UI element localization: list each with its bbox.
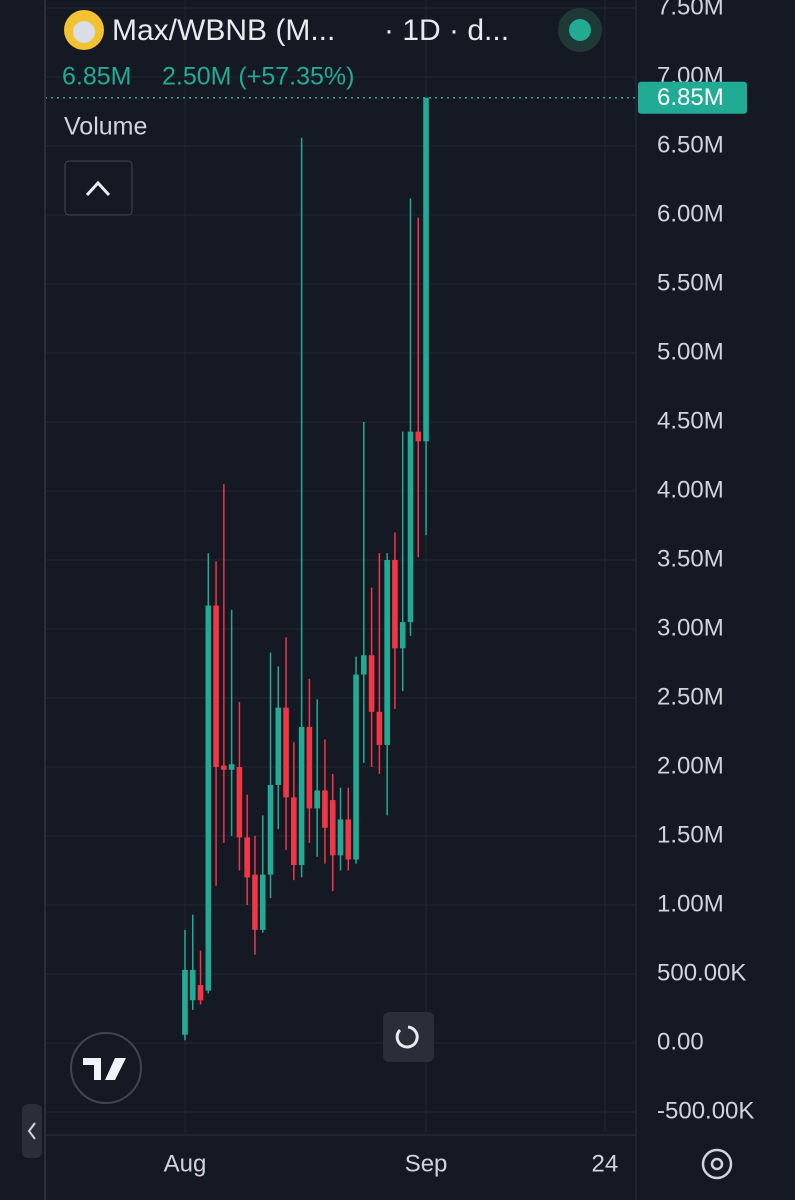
candle-body xyxy=(399,622,406,649)
candle-body xyxy=(213,605,219,768)
candle-body xyxy=(423,97,429,442)
candle-body xyxy=(322,790,328,828)
grid xyxy=(45,0,636,1133)
candle-body xyxy=(314,790,320,809)
y-tick-label: -500.00K xyxy=(657,1097,754,1124)
y-tick-label: 3.00M xyxy=(657,614,724,641)
candle-body xyxy=(267,784,274,875)
collapse-icon xyxy=(85,180,111,197)
symbol[interactable]: Max/WBNB (M... xyxy=(112,14,335,47)
candle-body xyxy=(407,431,414,623)
axes: -500.00K 0.00 500.00K 1.00M 1.50M 2.00M 2.50M 3… xyxy=(164,0,755,1177)
candle-body xyxy=(291,797,297,865)
reset-icon xyxy=(395,1025,419,1049)
status-dot xyxy=(569,19,591,41)
y-tick-label: 4.50M xyxy=(657,407,724,434)
candle-body xyxy=(205,605,212,991)
candle-body xyxy=(345,819,352,860)
avatar-face xyxy=(73,21,95,43)
y-tick-label: 4.00M xyxy=(657,476,724,503)
tv-logo-button[interactable] xyxy=(70,1032,142,1104)
candle-body xyxy=(298,726,305,865)
y-tick-label: 1.50M xyxy=(657,821,724,848)
x-tick-label: 24 xyxy=(592,1150,619,1177)
candle-body xyxy=(306,726,313,809)
candle-body xyxy=(244,837,250,878)
last-price-badge xyxy=(638,81,747,114)
y-tick-label: 2.00M xyxy=(657,752,724,779)
settings-button[interactable] xyxy=(701,1148,733,1180)
interval[interactable]: · 1D · d... xyxy=(384,14,509,47)
candle-body xyxy=(275,707,282,785)
candle-body xyxy=(221,765,227,770)
candle-body xyxy=(259,874,266,930)
last-price: 6.85M xyxy=(62,63,131,91)
candle-body xyxy=(252,874,258,930)
y-tick-label: 3.50M xyxy=(657,545,724,572)
y-tick-label: 6.50M xyxy=(657,131,724,158)
candle-body xyxy=(384,560,390,745)
settings-icon xyxy=(710,1157,724,1171)
x-tick-label: Aug xyxy=(164,1150,207,1177)
candle-body xyxy=(353,674,359,860)
price-change: 2.50M (+57.35%) xyxy=(162,63,354,91)
candle-body xyxy=(228,764,235,770)
sidebar-icon xyxy=(27,1122,36,1140)
candle-body xyxy=(415,431,422,442)
indicator-name: Volume xyxy=(64,113,147,141)
y-tick-label: 5.00M xyxy=(657,338,724,365)
reset-button[interactable] xyxy=(383,1012,434,1062)
y-tick-label: 500.00K xyxy=(657,959,746,986)
candle-body xyxy=(189,969,196,1001)
collapse-button[interactable] xyxy=(64,160,133,216)
tv-logo xyxy=(83,1058,126,1080)
candle-body xyxy=(392,560,398,649)
marks xyxy=(45,96,636,1041)
x-tick-label: Sep xyxy=(405,1150,448,1177)
candle-body xyxy=(376,711,383,745)
candle-body xyxy=(236,767,243,838)
candle-body xyxy=(197,985,204,1001)
y-tick-label: 1.00M xyxy=(657,890,724,917)
y-tick-label: 0.00 xyxy=(657,1028,704,1055)
candle-body xyxy=(283,707,289,798)
y-tick-label: 5.50M xyxy=(657,269,724,296)
candle-body xyxy=(182,969,188,1035)
candle-body xyxy=(368,655,375,712)
y-tick-label: 7.50M xyxy=(657,0,724,20)
y-tick-label: 6.00M xyxy=(657,200,724,227)
candle-body xyxy=(361,655,367,675)
last-price-label: 6.85M xyxy=(657,84,724,111)
sidebar-toggle[interactable] xyxy=(22,1104,42,1158)
candle-body xyxy=(337,819,344,856)
candle-body xyxy=(329,800,336,856)
y-tick-label: 2.50M xyxy=(657,683,724,710)
